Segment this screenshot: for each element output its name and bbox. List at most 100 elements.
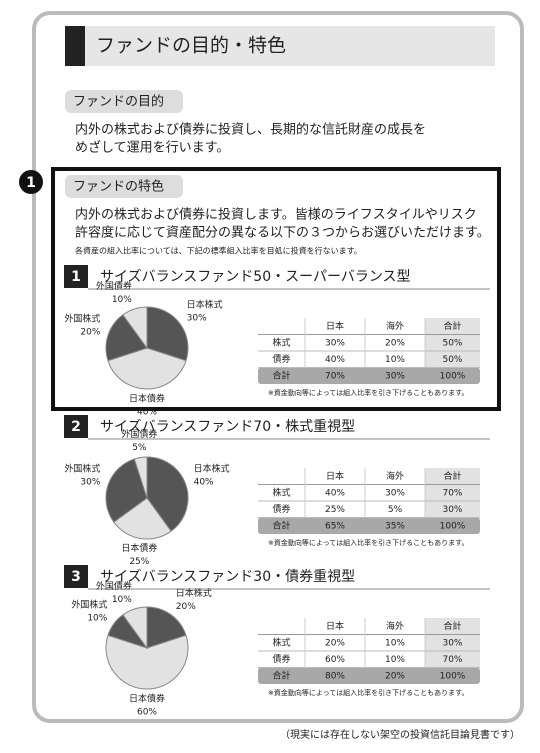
highlight-box <box>51 167 501 411</box>
row-label: 債券 <box>272 503 290 515</box>
row-label: 債券 <box>272 653 290 665</box>
table-cell: 25% <box>325 505 345 515</box>
pie-slice <box>133 456 148 499</box>
title-block <box>65 26 85 66</box>
table-header: 海外 <box>386 320 404 332</box>
slice-value: 5% <box>132 443 147 453</box>
marker <box>19 170 43 194</box>
table-cell: 20% <box>385 671 405 681</box>
slice-value: 20% <box>176 602 196 612</box>
table-header: 海外 <box>386 470 404 482</box>
slice-label: 日本債券 <box>129 393 165 405</box>
slice-value: 30% <box>80 478 100 488</box>
note: 各資産の組入比率については、下記の標準組入比率を目処に投資を行ないます。 <box>75 246 362 256</box>
row-label: 合計 <box>272 369 290 381</box>
table-cell: 35% <box>385 521 405 531</box>
pie-slice <box>146 306 189 362</box>
pie-slice <box>113 497 172 540</box>
table-cell: 5% <box>388 505 403 515</box>
total-col-bg <box>425 318 480 368</box>
fund-title: サイズバランスファンド30・債券重視型 <box>100 569 355 585</box>
total-row-bg <box>258 667 480 684</box>
table-cell: 20% <box>385 338 405 348</box>
fund-number-box <box>64 415 88 438</box>
table-cell: 80% <box>325 671 345 681</box>
footer: （現実には存在しない架空の投資信託目論見書です） <box>280 728 520 741</box>
table-header: 合計 <box>443 620 461 632</box>
table-cell: 100% <box>440 671 466 681</box>
row-label: 合計 <box>272 669 290 681</box>
pie-slice <box>105 458 148 523</box>
slice-label: 日本株式 <box>194 463 230 475</box>
slice-value: 60% <box>137 708 157 718</box>
body-text: 内外の株式および債券に投資します。皆様のライフスタイルやリスク <box>75 207 477 223</box>
table-header: 日本 <box>326 620 344 632</box>
table-cell: 20% <box>325 638 345 648</box>
section-label: ファンドの目的 <box>73 94 164 110</box>
table-cell: 30% <box>325 338 345 348</box>
slice-value: 10% <box>87 614 107 624</box>
title-bar <box>85 26 495 66</box>
slice-label: 外国債券 <box>96 580 132 592</box>
table-cell: 30% <box>385 488 405 498</box>
slice-label: 外国債券 <box>96 280 132 292</box>
fund-number: 3 <box>71 569 81 585</box>
section-pill <box>65 90 183 113</box>
section-pill <box>65 175 183 198</box>
slice-label: 外国株式 <box>71 599 107 611</box>
fund-number: 1 <box>71 269 81 285</box>
fund-note: ※資金動向等によっては組入比率を引き下げることもあります。 <box>268 388 468 397</box>
table-header: 日本 <box>326 320 344 332</box>
pie-slice <box>146 456 189 532</box>
row-label: 株式 <box>272 486 290 498</box>
table-cell: 40% <box>325 355 345 365</box>
row-label: 株式 <box>272 636 290 648</box>
slice-value: 10% <box>112 595 132 605</box>
fund-note: ※資金動向等によっては組入比率を引き下げることもあります。 <box>268 538 468 547</box>
slice-value: 10% <box>112 295 132 305</box>
table-cell: 10% <box>385 638 405 648</box>
table-cell: 50% <box>442 355 462 365</box>
table-cell: 30% <box>385 371 405 381</box>
pie-slice <box>105 314 148 362</box>
fund-number-box <box>64 565 88 588</box>
pie-slice <box>105 634 189 690</box>
fund-note: ※資金動向等によっては組入比率を引き下げることもあります。 <box>268 688 468 697</box>
table-cell: 10% <box>385 655 405 665</box>
row-label: 合計 <box>272 519 290 531</box>
total-col-bg <box>425 618 480 668</box>
slice-label: 日本株式 <box>176 587 212 599</box>
table-cell: 70% <box>442 488 462 498</box>
slice-label: 外国債券 <box>121 428 157 440</box>
slice-label: 日本株式 <box>187 299 223 311</box>
table-cell: 10% <box>385 355 405 365</box>
slice-value: 25% <box>129 557 149 567</box>
pie-slice <box>107 347 187 390</box>
body-text: 内外の株式および債券に投資し、長期的な信託財産の成長を <box>75 122 426 138</box>
slice-value: 40% <box>137 408 157 418</box>
slice-value: 30% <box>187 314 207 324</box>
slice-value: 40% <box>194 478 214 488</box>
total-row-bg <box>258 367 480 384</box>
table-cell: 40% <box>325 488 345 498</box>
marker-number: 1 <box>26 175 36 191</box>
title: ファンドの目的・特色 <box>96 35 286 57</box>
table-cell: 65% <box>325 521 345 531</box>
table-cell: 50% <box>442 338 462 348</box>
pie-slice <box>146 606 187 649</box>
table-cell: 100% <box>440 521 466 531</box>
table-header: 合計 <box>443 320 461 332</box>
body-text: めざして運用を行います。 <box>75 140 229 156</box>
fund-title: サイズバランスファンド70・株式重視型 <box>100 419 355 435</box>
pie-slice <box>122 306 148 350</box>
slice-label: 日本債券 <box>121 542 157 554</box>
total-row-bg <box>258 517 480 534</box>
total-col-bg <box>425 468 480 518</box>
body-text: 許容度に応じて資産配分の異なる以下の３つからお選びいただけます。 <box>75 225 490 241</box>
fund-title: サイズバランスファンド50・スーパーバランス型 <box>100 269 411 285</box>
table-header: 合計 <box>443 470 461 482</box>
table-cell: 30% <box>442 638 462 648</box>
slice-label: 日本債券 <box>129 693 165 705</box>
table-cell: 30% <box>442 505 462 515</box>
